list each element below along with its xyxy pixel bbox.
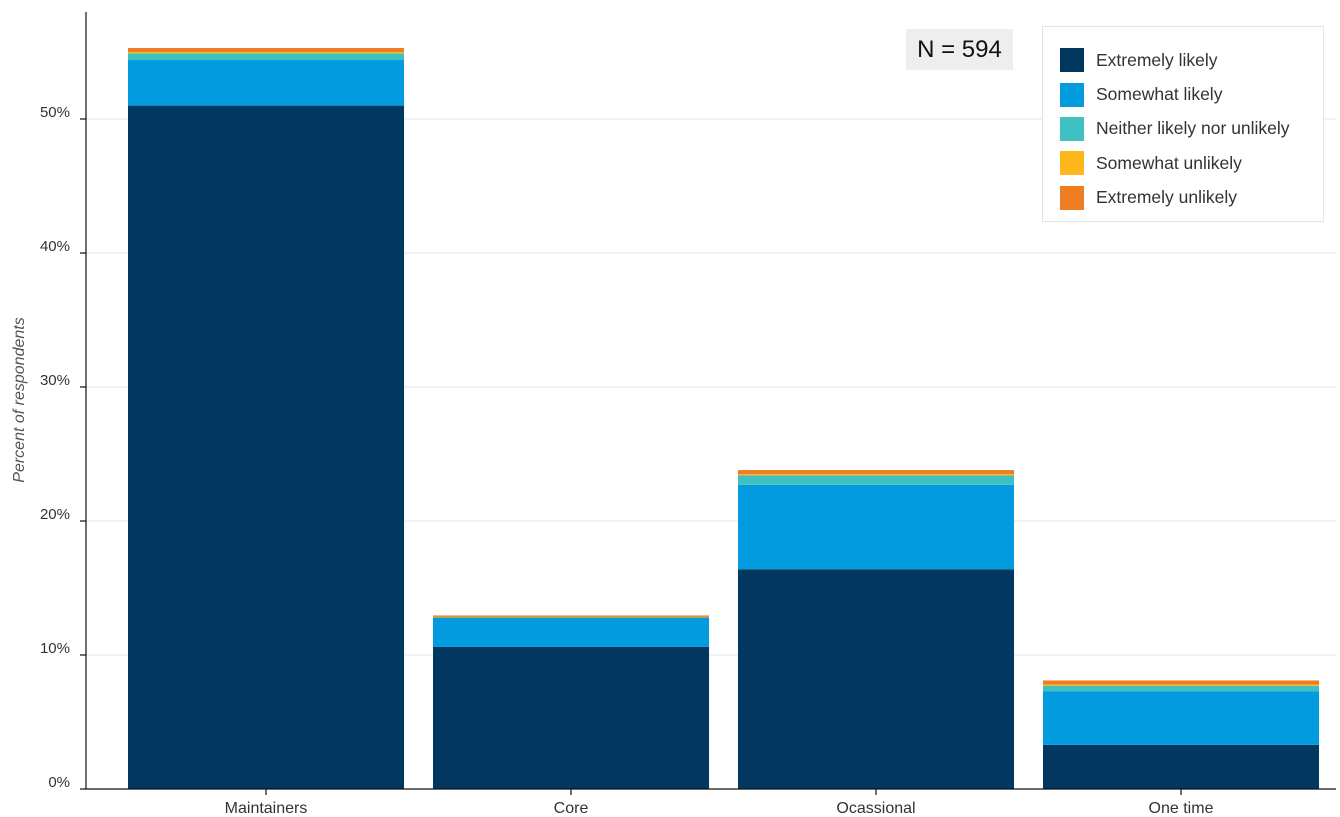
legend-label: Extremely unlikely (1096, 187, 1238, 208)
bar-segment (128, 60, 405, 106)
y-tick-label: 50% (40, 104, 70, 121)
legend-item: Somewhat unlikely (1060, 146, 1323, 180)
bar-segment (128, 52, 405, 54)
bar-segment (1043, 691, 1320, 745)
legend-item: Somewhat likely (1060, 77, 1323, 111)
bar-segment (433, 615, 710, 617)
x-tick-label: Core (554, 800, 589, 817)
legend-swatch (1060, 185, 1084, 210)
legend-swatch (1060, 82, 1084, 107)
legend-label: Somewhat unlikely (1096, 152, 1242, 173)
legend: Extremely likely Somewhat likely Neither l… (1042, 26, 1324, 222)
legend-swatch (1060, 116, 1084, 141)
y-tick-label: 40% (40, 238, 70, 255)
legend-label: Extremely likely (1096, 49, 1218, 70)
bars (128, 47, 1320, 790)
bar-segment (128, 105, 405, 790)
y-tick-label: 10% (40, 640, 70, 657)
legend-label: Somewhat likely (1096, 84, 1223, 105)
sample-size-annotation: N = 594 (906, 29, 1013, 70)
y-ticks: 0% 10% 20% 30% 40% 50% (40, 104, 86, 791)
bar-segment (128, 47, 405, 52)
x-tick-label: Ocassional (836, 800, 915, 817)
x-tick-label: Maintainers (225, 800, 308, 817)
axes (85, 12, 1336, 790)
bar-segment (1043, 685, 1320, 692)
bar-segment (738, 475, 1015, 485)
legend-swatch (1060, 48, 1084, 73)
legend-item: Neither likely nor unlikely (1060, 112, 1323, 146)
y-tick-label: 20% (40, 506, 70, 523)
x-tick-label: One time (1149, 800, 1214, 817)
y-tick-label: 0% (48, 774, 70, 791)
bar-segment (1043, 744, 1320, 789)
bar-segment (1043, 680, 1320, 685)
bar-segment (433, 616, 710, 618)
bar-segment (1043, 684, 1320, 686)
legend-label: Neither likely nor unlikely (1096, 118, 1290, 139)
legend-swatch (1060, 151, 1084, 176)
bar-segment (433, 646, 710, 789)
bar-segment (738, 569, 1015, 789)
y-tick-label: 30% (40, 372, 70, 389)
legend-item: Extremely unlikely (1060, 181, 1323, 215)
bar-segment (738, 474, 1015, 476)
legend-item: Extremely likely (1060, 43, 1323, 77)
x-tick-labels: Maintainers Core Ocassional One time (225, 789, 1214, 817)
bar-segment (433, 617, 710, 647)
bar-segment (128, 53, 405, 61)
bar-segment (738, 470, 1015, 475)
bar-segment (738, 484, 1015, 570)
y-axis-title: Percent of respondents (11, 317, 28, 482)
